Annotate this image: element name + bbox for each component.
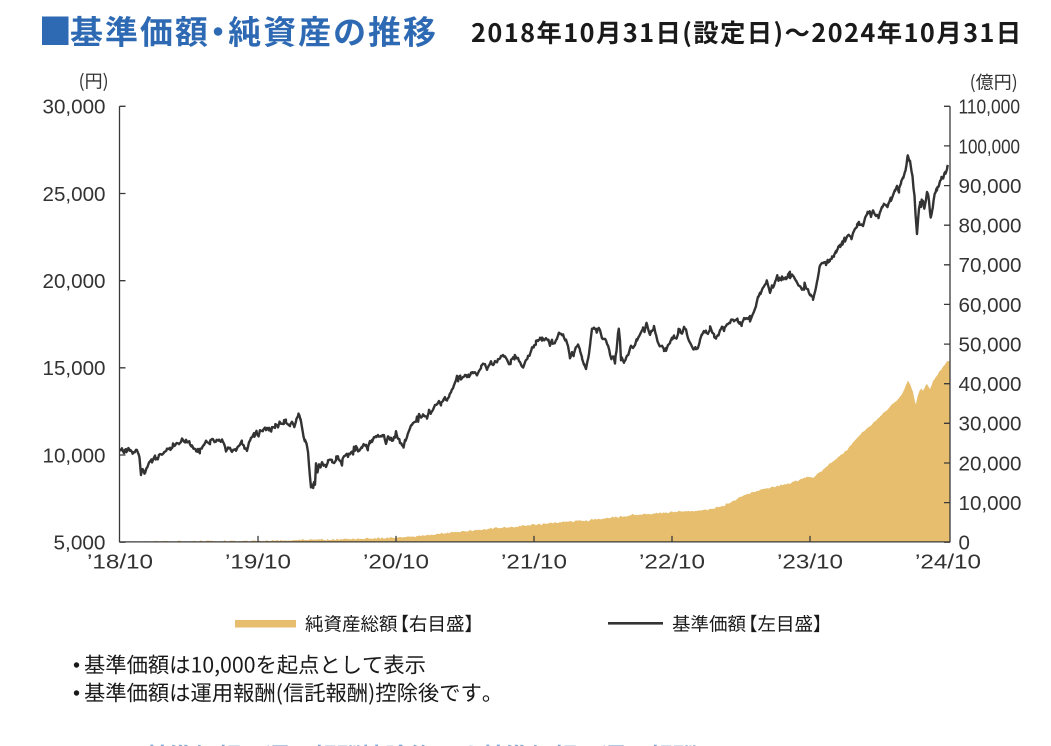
svg-text:’18/10: ’18/10 [87,551,153,574]
svg-text:30,000: 30,000 [43,96,106,119]
svg-text:30,000: 30,000 [959,413,1022,436]
svg-text:10,000: 10,000 [43,444,106,467]
svg-text:100,000: 100,000 [959,135,1021,158]
svg-text:20,000: 20,000 [959,452,1022,475]
svg-text:80,000: 80,000 [959,215,1022,238]
svg-text:0: 0 [959,532,970,555]
svg-text:25,000: 25,000 [43,183,106,206]
svg-text:’22/10: ’22/10 [639,551,705,574]
svg-text:90,000: 90,000 [959,175,1022,198]
svg-text:110,000: 110,000 [959,96,1021,119]
svg-text:70,000: 70,000 [959,254,1022,277]
svg-text:15,000: 15,000 [43,357,106,380]
svg-text:60,000: 60,000 [959,294,1022,317]
svg-text:’21/10: ’21/10 [501,551,567,574]
svg-text:’20/10: ’20/10 [363,551,429,574]
svg-text:5,000: 5,000 [54,532,106,555]
svg-text:’24/10: ’24/10 [915,551,981,574]
svg-text:40,000: 40,000 [959,373,1022,396]
svg-text:20,000: 20,000 [43,270,106,293]
svg-text:’19/10: ’19/10 [225,551,291,574]
svg-text:10,000: 10,000 [959,492,1022,515]
svg-text:50,000: 50,000 [959,334,1022,357]
svg-text:’23/10: ’23/10 [777,551,843,574]
